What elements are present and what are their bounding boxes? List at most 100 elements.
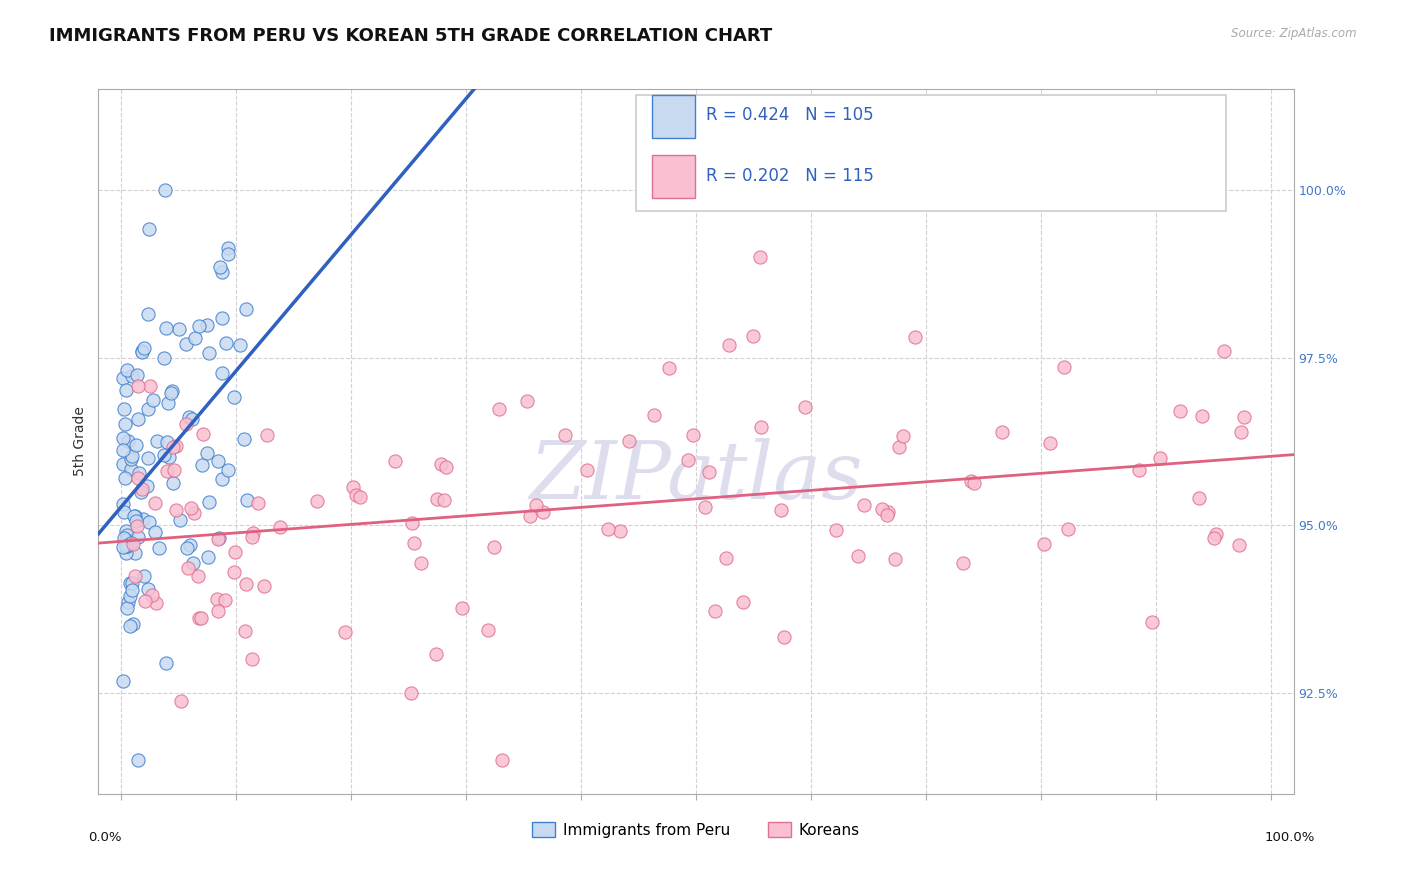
Point bbox=[269, 520, 291, 534]
Point bbox=[120, 536, 142, 550]
Point bbox=[195, 318, 218, 332]
Point bbox=[433, 492, 456, 507]
Point bbox=[118, 575, 141, 590]
Point bbox=[519, 508, 541, 523]
Point bbox=[157, 450, 180, 464]
Point bbox=[434, 459, 457, 474]
Point bbox=[1233, 410, 1256, 425]
Point bbox=[426, 492, 449, 507]
Point bbox=[959, 474, 981, 488]
Point bbox=[344, 487, 367, 501]
Point bbox=[132, 569, 155, 583]
Point bbox=[305, 494, 328, 508]
Point bbox=[179, 538, 201, 552]
Point bbox=[208, 260, 231, 275]
Point bbox=[128, 466, 150, 480]
Point bbox=[242, 526, 264, 541]
Text: IMMIGRANTS FROM PERU VS KOREAN 5TH GRADE CORRELATION CHART: IMMIGRANTS FROM PERU VS KOREAN 5TH GRADE… bbox=[49, 27, 772, 45]
Point bbox=[112, 402, 135, 417]
Point bbox=[229, 338, 252, 352]
Point bbox=[1212, 344, 1234, 359]
Point bbox=[127, 368, 149, 382]
Point bbox=[335, 624, 357, 639]
Point bbox=[134, 341, 156, 355]
Y-axis label: 5th Grade: 5th Grade bbox=[73, 407, 87, 476]
Point bbox=[211, 472, 233, 486]
Point bbox=[177, 560, 200, 574]
Point bbox=[769, 502, 792, 516]
Legend: Immigrants from Peru, Koreans: Immigrants from Peru, Koreans bbox=[526, 816, 866, 844]
Point bbox=[160, 386, 183, 401]
Point bbox=[138, 222, 160, 236]
Point bbox=[531, 505, 554, 519]
Point bbox=[991, 425, 1014, 440]
Point bbox=[718, 338, 741, 352]
Point bbox=[115, 601, 138, 615]
Point bbox=[247, 496, 270, 510]
Point bbox=[114, 470, 136, 484]
Point bbox=[127, 530, 149, 544]
Point bbox=[142, 393, 165, 408]
Point bbox=[124, 569, 146, 583]
Point bbox=[1205, 527, 1227, 541]
Point bbox=[741, 329, 763, 343]
Point bbox=[676, 453, 699, 467]
Point bbox=[127, 753, 149, 767]
Point bbox=[111, 431, 134, 445]
Point bbox=[224, 544, 246, 558]
Point bbox=[143, 496, 166, 510]
Point bbox=[224, 565, 246, 579]
Point bbox=[111, 442, 134, 457]
Point bbox=[112, 531, 135, 545]
Point bbox=[451, 600, 474, 615]
Point bbox=[122, 509, 145, 524]
Point bbox=[429, 457, 451, 471]
Point bbox=[127, 412, 149, 426]
Point bbox=[794, 400, 817, 414]
Point bbox=[132, 511, 155, 525]
Point bbox=[131, 345, 153, 359]
Point bbox=[115, 524, 138, 539]
Text: Source: ZipAtlas.com: Source: ZipAtlas.com bbox=[1232, 27, 1357, 40]
Point bbox=[232, 432, 254, 446]
Point bbox=[1149, 450, 1171, 465]
Point bbox=[124, 509, 146, 524]
Point bbox=[1053, 360, 1076, 375]
Point bbox=[129, 485, 152, 500]
Point bbox=[125, 519, 148, 533]
Point bbox=[134, 594, 156, 608]
Point bbox=[121, 575, 143, 590]
Point bbox=[211, 310, 233, 325]
Point bbox=[148, 541, 170, 555]
Point bbox=[188, 611, 211, 625]
Point bbox=[111, 540, 134, 554]
Point bbox=[617, 434, 640, 448]
Text: ZIPatlas: ZIPatlas bbox=[529, 438, 863, 516]
Point bbox=[524, 498, 547, 512]
Point bbox=[136, 450, 159, 465]
Point bbox=[120, 589, 142, 603]
Point bbox=[240, 530, 263, 544]
Point bbox=[124, 438, 146, 452]
Point bbox=[207, 532, 229, 546]
Point bbox=[156, 434, 179, 449]
Point bbox=[773, 630, 796, 644]
Point bbox=[240, 652, 263, 666]
Point bbox=[217, 247, 239, 261]
Point bbox=[156, 396, 179, 410]
Point bbox=[141, 588, 163, 602]
Point bbox=[136, 402, 159, 417]
Point bbox=[180, 412, 202, 426]
Point bbox=[714, 551, 737, 566]
Point bbox=[682, 427, 704, 442]
Point bbox=[699, 466, 721, 480]
Point bbox=[516, 394, 538, 409]
Point bbox=[124, 545, 146, 559]
Point bbox=[477, 623, 499, 637]
Point bbox=[117, 363, 139, 377]
Point bbox=[222, 390, 245, 404]
Point bbox=[609, 524, 631, 538]
Point bbox=[174, 417, 197, 432]
Point bbox=[256, 428, 278, 442]
Point bbox=[963, 475, 986, 490]
